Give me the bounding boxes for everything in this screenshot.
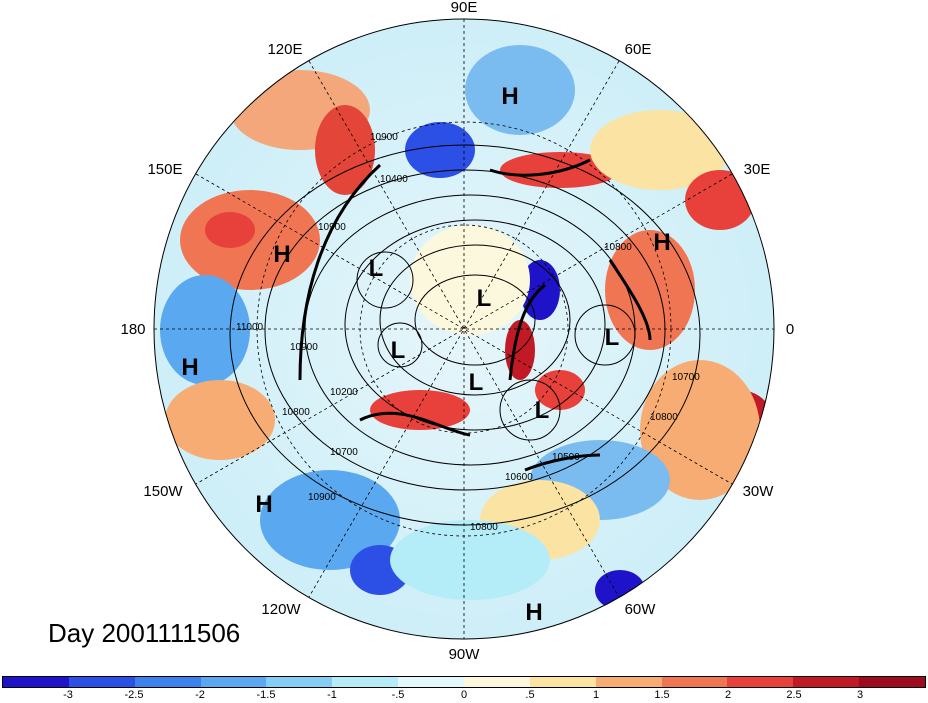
height-contours [229, 144, 701, 526]
lon-label-90e: 90E [451, 0, 478, 16]
contour-label: 10900 [370, 132, 398, 143]
colorbar-tick-label: 1 [592, 689, 600, 701]
colorbar-segment [793, 677, 860, 687]
colorbar [2, 676, 926, 688]
contour-label: 10500 [552, 452, 580, 463]
colorbar-tick-label: -1.5 [256, 689, 276, 701]
colorbar-segment [595, 677, 662, 687]
high-center: H [525, 599, 542, 626]
map-boundary [153, 18, 775, 640]
colorbar-segment [859, 677, 926, 687]
lon-label-30e: 30E [744, 161, 771, 178]
colorbar-segment [661, 677, 728, 687]
colorbar-segment [266, 677, 333, 687]
low-center: L [369, 255, 384, 282]
lon-label-30w: 30W [743, 483, 775, 500]
contour-label: 10900 [318, 222, 346, 233]
colorbar-segment [332, 677, 399, 687]
contour-label: 10400 [380, 174, 408, 185]
lon-label-60w: 60W [625, 601, 657, 618]
colorbar-segment [3, 677, 69, 687]
contour-label: 10600 [505, 472, 533, 483]
lon-label-120w: 120W [261, 601, 301, 618]
high-center: H [273, 241, 290, 268]
contour-label: 11000 [236, 322, 264, 333]
lon-label-150w: 150W [143, 483, 183, 500]
lon-label-150e: 150E [147, 161, 182, 178]
colorbar-tick-label: -.5 [391, 689, 405, 701]
colorbar-tick-label: -3 [63, 689, 73, 701]
colorbar-tick-label: 2.5 [786, 689, 802, 701]
low-center: L [391, 337, 406, 364]
colorbar-labels: -3 -2.5 -2 -1.5 -1 -.5 0 .5 1 1.5 2 2.5 3 [0, 689, 928, 703]
colorbar-segment [398, 677, 465, 687]
lon-label-180: 180 [120, 321, 145, 338]
contour-label: 10800 [470, 522, 498, 533]
contour-label: 10900 [308, 492, 336, 503]
contour-label: 10800 [282, 407, 310, 418]
lon-label-60e: 60E [625, 41, 652, 58]
colorbar-tick-label: 1.5 [654, 689, 670, 701]
lon-label-120e: 120E [267, 41, 302, 58]
colorbar-segment [134, 677, 201, 687]
contour-label: 10700 [672, 372, 700, 383]
low-center: L [469, 369, 484, 396]
graticule [154, 19, 774, 639]
colorbar-segment [727, 677, 794, 687]
colorbar-tick-label: -1 [327, 689, 337, 701]
contour-label: 10200 [330, 387, 358, 398]
colorbar-segment [464, 677, 530, 687]
colorbar-tick-label: -2 [195, 689, 205, 701]
high-center: H [501, 83, 518, 110]
high-center: H [255, 491, 272, 518]
low-center: L [477, 285, 492, 312]
colorbar-tick-label: 2 [724, 689, 732, 701]
contour-label: 10900 [290, 342, 318, 353]
colorbar-tick-label: .5 [525, 689, 535, 701]
high-center: H [653, 229, 670, 256]
lon-label-0: 0 [786, 321, 794, 338]
day-title: Day 2001111506 [48, 618, 241, 648]
contour-label: 10700 [330, 447, 358, 458]
colorbar-segment [200, 677, 267, 687]
contour-label: 10800 [650, 412, 678, 423]
colorbar-segment [529, 677, 596, 687]
colorbar-tick-label: -2.5 [124, 689, 144, 701]
colorbar-tick-label: 3 [856, 689, 864, 701]
low-center: L [605, 324, 620, 351]
lon-label-90w: 90W [449, 646, 481, 663]
colorbar-segment [68, 677, 135, 687]
colorbar-tick-label: 0 [460, 689, 468, 701]
high-center: H [181, 354, 198, 381]
contour-label: 10800 [604, 242, 632, 253]
low-center: L [535, 397, 550, 424]
